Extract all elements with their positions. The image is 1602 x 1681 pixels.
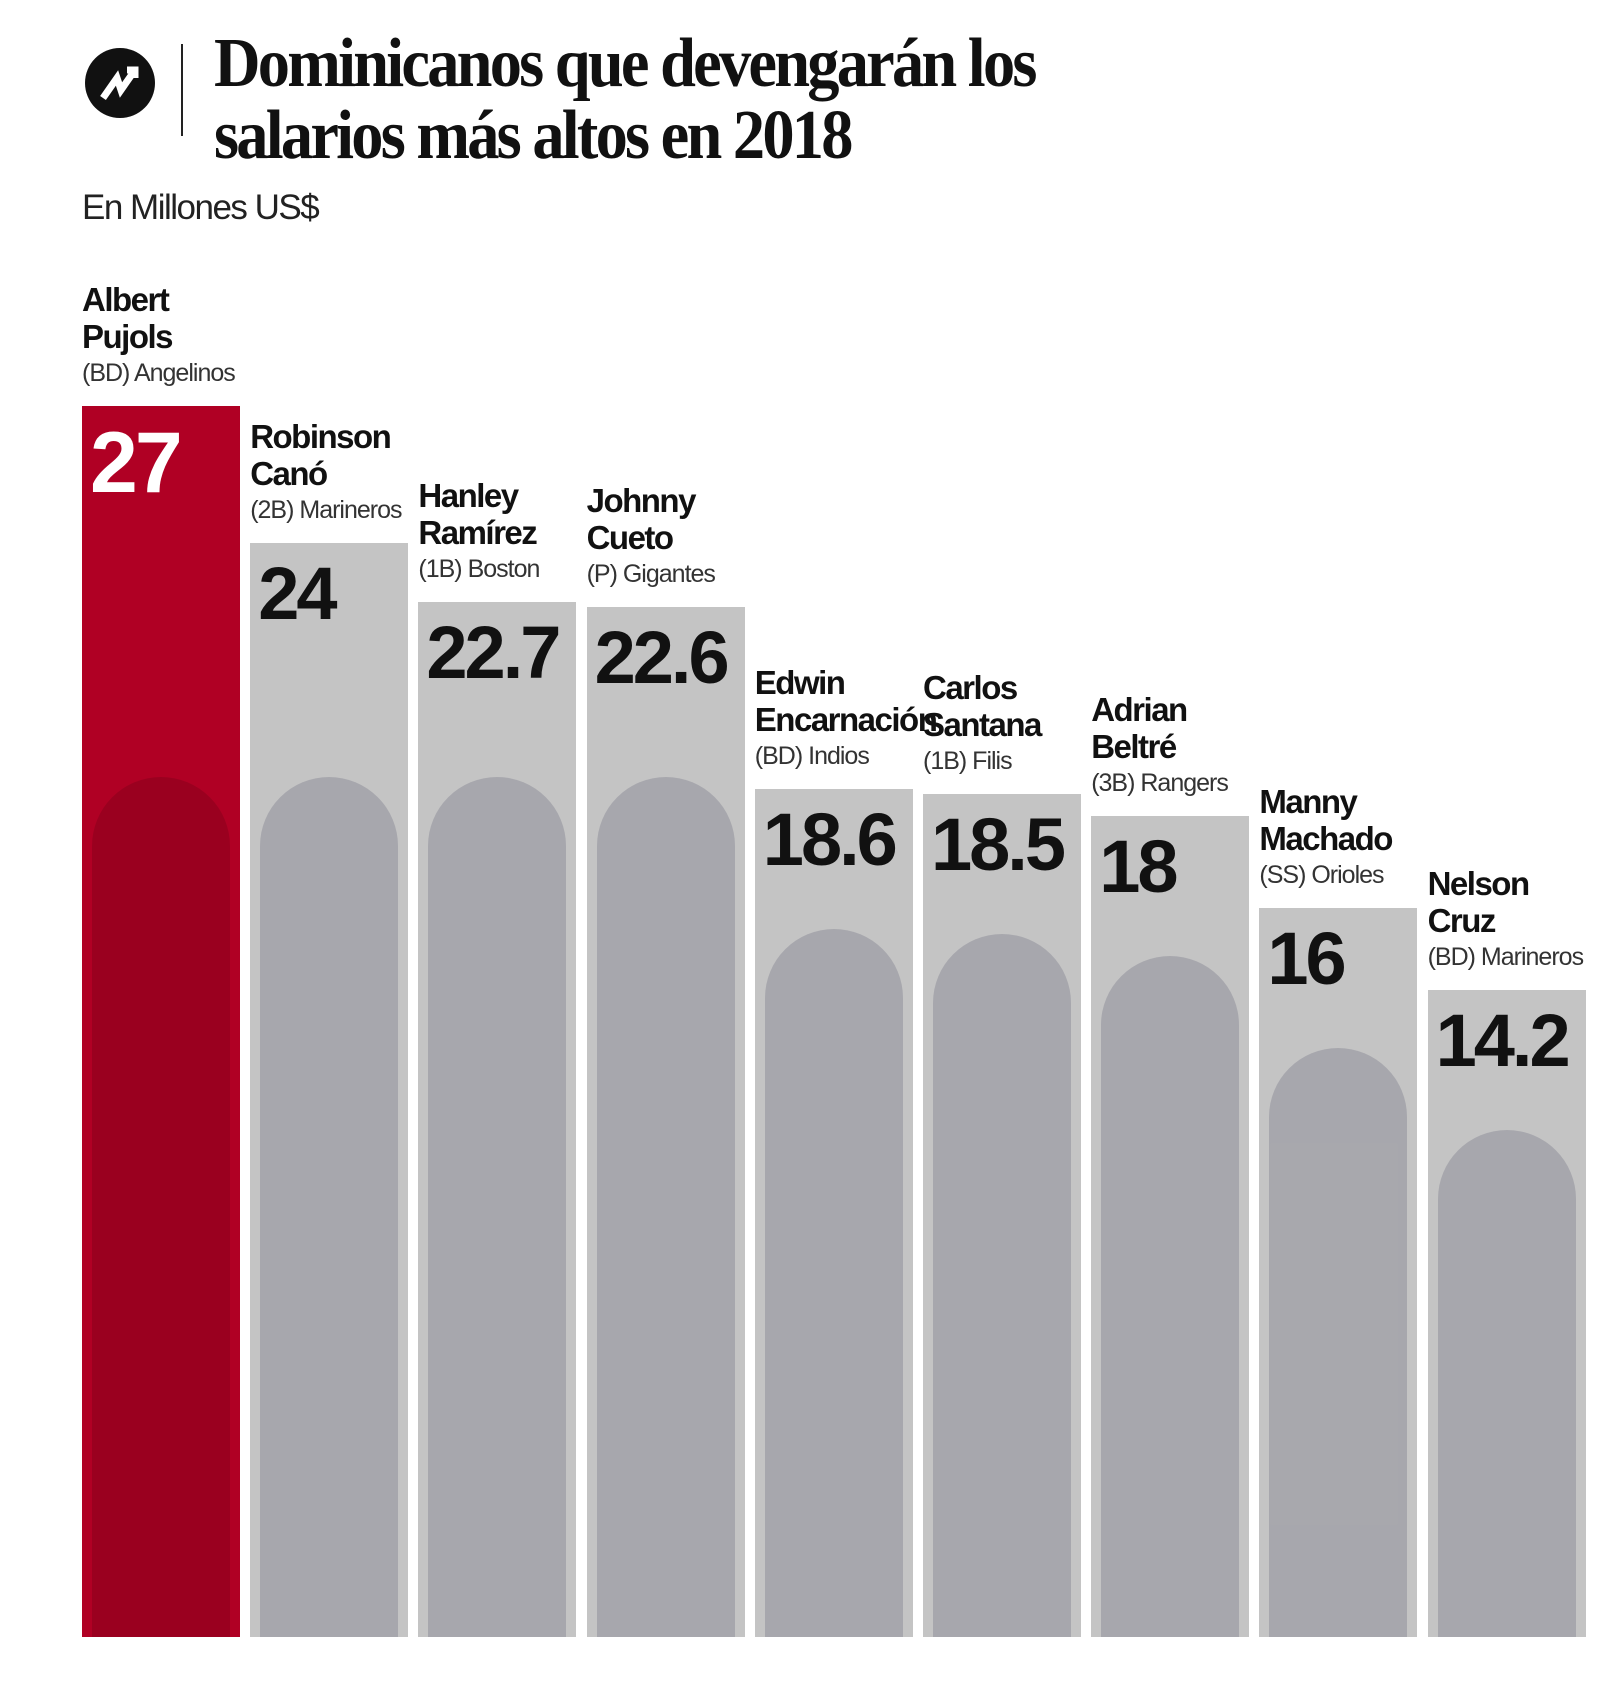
- header-divider: [181, 44, 183, 136]
- value-label: 14.2: [1435, 998, 1571, 1082]
- player-name-last: Encarnación: [754, 700, 938, 738]
- value-label: 18: [1099, 825, 1178, 909]
- bar-0: 27: [82, 406, 240, 1637]
- player-name-first: Manny: [1259, 782, 1358, 820]
- player-name-first: Johnny: [586, 481, 697, 519]
- player-team: (BD) Indios: [754, 741, 870, 770]
- player-name-last: Canó: [250, 454, 328, 492]
- player-team: (3B) Rangers: [1091, 769, 1229, 798]
- value-label: 18.5: [931, 802, 1066, 886]
- bar-4: 18.6: [754, 788, 913, 1637]
- player-team: (P) Gigantes: [586, 559, 716, 588]
- bar-2: 22.7: [418, 602, 577, 1637]
- player-name-first: Carlos: [923, 668, 1018, 706]
- bar-5: 18.5: [923, 793, 1081, 1637]
- value-label: 22.6: [594, 615, 730, 699]
- player-photo: [260, 776, 399, 1637]
- player-team: (BD) Angelinos: [82, 359, 236, 387]
- player-name-first: Edwin: [754, 663, 846, 701]
- player-name-last: Beltré: [1091, 728, 1177, 766]
- page-title: Dominicanos que devengarán los salarios …: [214, 28, 1106, 172]
- player-label: Johnny Cueto (P) Gigantes: [587, 482, 762, 589]
- title-line-2: salarios más altos en 2018: [214, 97, 853, 174]
- player-photo: [1101, 956, 1240, 1637]
- player-name-first: Hanley: [418, 477, 519, 515]
- value-label: 18.6: [762, 797, 898, 881]
- player-name-last: Machado: [1259, 819, 1393, 857]
- player-team: (BD) Marineros: [1427, 942, 1584, 971]
- player-label: Carlos Santana (1B) Filis: [923, 669, 1098, 776]
- player-photo: [428, 776, 567, 1637]
- logo-trend-arrow-icon: [85, 48, 155, 118]
- player-name-last: Pujols: [82, 318, 174, 355]
- player-label: Manny Machado (SS) Orioles: [1259, 783, 1434, 890]
- value-label: 27: [90, 415, 183, 511]
- player-photo: [1437, 1129, 1576, 1637]
- bar-1: 24: [250, 542, 409, 1637]
- player-team: (1B) Filis: [923, 746, 1013, 775]
- player-name-first: Nelson: [1427, 864, 1531, 902]
- subtitle: En Millones US$: [82, 188, 320, 227]
- player-photo: [933, 933, 1071, 1637]
- player-name-first: Robinson: [250, 417, 392, 455]
- player-photo: [764, 928, 903, 1637]
- bar-6: 18: [1091, 816, 1250, 1637]
- player-label: Albert Pujols (BD) Angelinos: [82, 281, 257, 388]
- player-label: Hanley Ramírez (1B) Boston: [418, 477, 593, 584]
- bar-8: 14.2: [1427, 989, 1586, 1637]
- player-name-first: Adrian: [1091, 691, 1188, 729]
- player-name-last: Cueto: [586, 518, 675, 556]
- player-photo: [596, 776, 735, 1637]
- player-label: Nelson Cruz (BD) Marineros: [1428, 865, 1602, 972]
- player-name-last: Cruz: [1427, 901, 1497, 939]
- value-label: 16: [1267, 916, 1346, 1000]
- player-name-first: Albert: [82, 281, 170, 318]
- player-label: Edwin Encarnación (BD) Indios: [754, 663, 938, 771]
- value-label: 22.7: [426, 611, 561, 695]
- player-photo: [92, 777, 230, 1637]
- player-team: (1B) Boston: [418, 555, 540, 584]
- player-label: Adrian Beltré (3B) Rangers: [1091, 691, 1266, 798]
- title-line-1: Dominicanos que devengarán los: [214, 25, 1037, 102]
- bar-7: 16: [1259, 907, 1418, 1637]
- player-name-last: Ramírez: [418, 514, 537, 552]
- value-label: 24: [258, 551, 337, 635]
- bar-3: 22.6: [586, 606, 745, 1637]
- player-team: (SS) Orioles: [1259, 860, 1384, 889]
- player-photo: [1269, 1047, 1408, 1637]
- player-label: Robinson Canó (2B) Marineros: [250, 418, 425, 525]
- player-name-last: Santana: [923, 705, 1042, 743]
- player-team: (2B) Marineros: [250, 495, 402, 524]
